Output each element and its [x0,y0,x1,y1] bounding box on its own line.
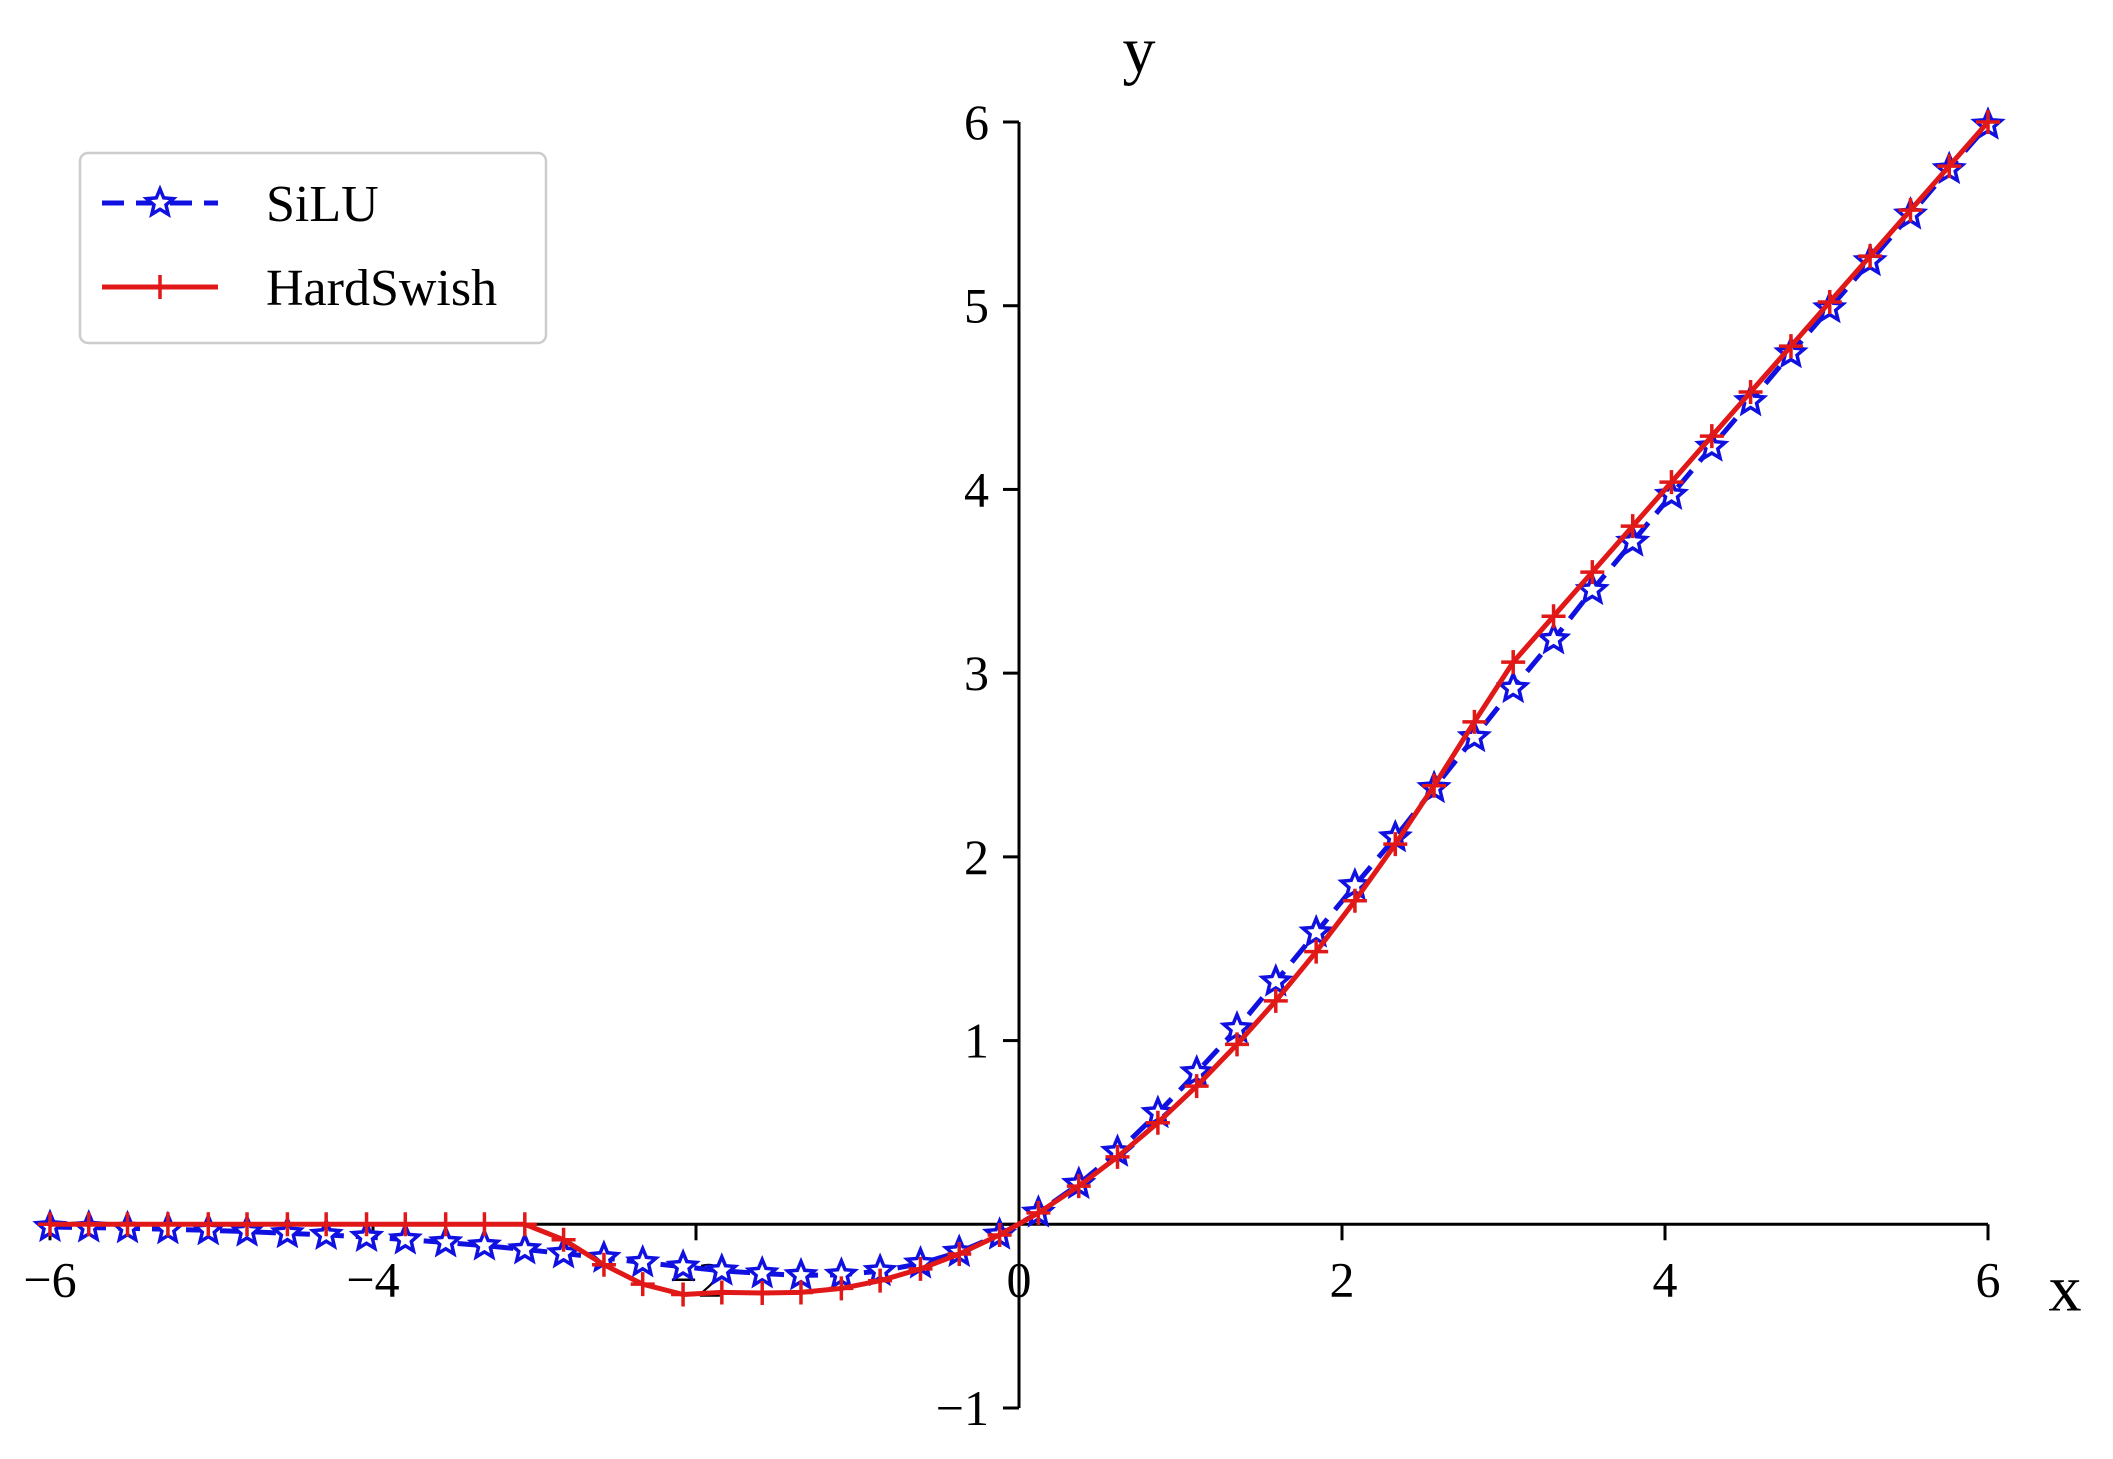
data-point [1501,650,1526,675]
y-tick-label: 3 [964,645,989,701]
data-point [1580,560,1605,585]
legend: SiLU HardSwish [78,151,548,345]
data-point [1898,198,1923,223]
data-point [354,1212,379,1237]
data-point [314,1212,339,1237]
data-point [38,1212,62,1237]
data-point [1620,514,1645,539]
data-point [1462,709,1487,734]
data-point [551,1227,576,1252]
data-point [1738,380,1763,405]
data-point [1298,913,1334,948]
data-point [1541,604,1566,629]
series-hardswish [38,110,2000,1307]
data-point [428,1223,464,1258]
legend-box [78,151,548,345]
y-tick-label: 5 [964,278,989,334]
data-point [1383,832,1408,857]
data-point [196,1212,221,1237]
x-axis-label: x [2049,1252,2082,1325]
data-point [1105,1144,1130,1169]
data-point [393,1212,418,1237]
legend-label: SiLU [266,176,379,233]
data-point [625,1243,661,1278]
data-point [433,1212,458,1237]
data-point [155,1212,180,1237]
y-axis-label: y [1123,14,1156,87]
data-point [1456,718,1493,753]
x-tick-label: 4 [1653,1251,1678,1307]
data-point [1066,1174,1091,1199]
legend-entry-hardswish: HardSwish [102,260,497,317]
data-point [472,1212,497,1237]
data-point [630,1272,655,1297]
data-point [235,1212,260,1237]
data-point [1699,424,1724,449]
data-point [1026,1200,1051,1225]
data-point [704,1252,740,1286]
x-tick-label: −6 [23,1251,76,1307]
data-point [908,1256,933,1281]
x-tick-label: 6 [1976,1251,2001,1307]
data-point [1817,290,1842,315]
data-point [545,1234,582,1269]
data-point [466,1227,503,1261]
y-tick-label: 2 [964,829,989,885]
data-point [1858,244,1883,269]
data-point [1225,1032,1250,1057]
data-point [1422,773,1447,798]
data-point [947,1242,972,1267]
x-tick-label: 0 [1007,1251,1032,1307]
plot-area [32,106,2006,1307]
data-point [1342,888,1367,913]
data-point [1976,110,2000,134]
legend-marker-silu [142,184,178,218]
legend-label: HardSwish [266,260,497,317]
data-point [387,1220,423,1255]
data-point [1495,669,1531,704]
data-point [1659,470,1684,495]
data-point [1145,1110,1170,1135]
y-tick-label: 4 [964,461,989,517]
legend-marker-hardswish [148,275,172,299]
data-point [744,1254,780,1289]
data-point [115,1212,140,1237]
data-point [868,1268,893,1293]
legend-entry-silu: SiLU [102,176,379,233]
data-point [829,1276,854,1301]
data-point [1937,154,1962,179]
y-tick-label: 6 [964,94,989,150]
data-point [507,1230,543,1265]
y-tick-label: −1 [936,1380,989,1436]
x-tick-label: −4 [346,1251,399,1307]
y-tick-label: 1 [964,1013,989,1069]
x-tick-label: 2 [1330,1251,1355,1307]
data-point [591,1252,616,1277]
data-point [1184,1074,1209,1099]
data-point [1304,939,1329,964]
data-point [76,1212,101,1237]
data-point [665,1248,701,1282]
data-point [750,1280,775,1305]
data-point [512,1212,537,1237]
data-point [1778,334,1803,359]
data-point [788,1280,813,1305]
data-point [1263,988,1288,1013]
data-point [1258,963,1294,997]
data-point [987,1222,1012,1247]
data-point [709,1280,734,1305]
data-point [1536,620,1572,655]
data-point [671,1282,696,1307]
data-point [275,1212,300,1237]
